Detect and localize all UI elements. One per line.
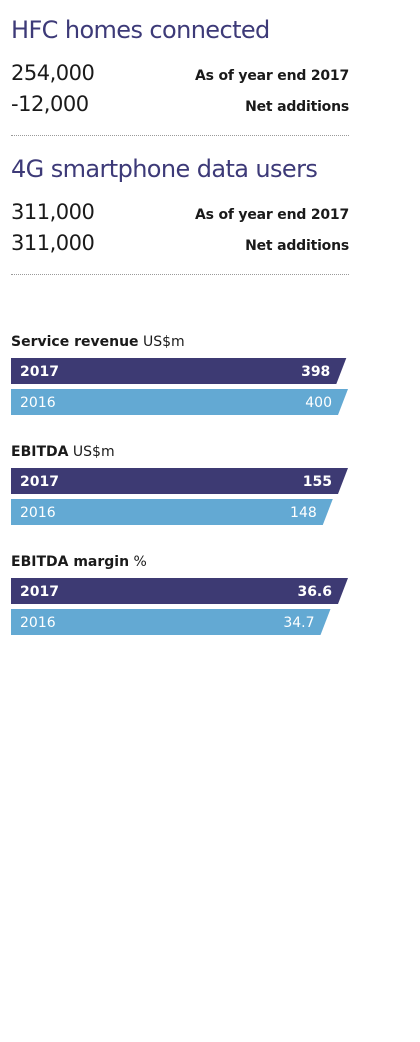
category-label: 2016 [20, 395, 56, 411]
value-label: 398 [301, 364, 330, 380]
chart-title-text: Service revenue [11, 334, 139, 350]
kpi-value: 311,000 [11, 231, 95, 255]
bar-chart: 2017 398 2016 400 [11, 358, 348, 415]
kpi-value: 311,000 [11, 200, 95, 224]
bar-2016 [11, 499, 333, 525]
bar-2017 [11, 468, 348, 494]
chart-title-text: EBITDA [11, 444, 69, 460]
value-label: 148 [290, 505, 317, 521]
category-label: 2017 [20, 474, 59, 490]
bar-chart: 2017 36.6 2016 34.7 [11, 578, 348, 635]
kpi-row: 311,000 As of year end 2017 [11, 200, 349, 231]
kpi-title: 4G smartphone data users [11, 155, 318, 183]
category-label: 2016 [20, 505, 56, 521]
chart-title: EBITDA margin % [11, 553, 349, 571]
category-label: 2017 [20, 364, 59, 380]
value-label: 155 [303, 474, 332, 490]
kpi-label: As of year end 2017 [195, 207, 349, 223]
kpi-label: Net additions [245, 99, 349, 115]
bar-2017 [11, 358, 347, 384]
kpi-block-hfc: HFC homes connected 254,000 As of year e… [11, 15, 349, 123]
category-label: 2016 [20, 615, 56, 631]
chart-unit: % [133, 554, 147, 570]
kpi-row: 254,000 As of year end 2017 [11, 61, 349, 92]
chart-unit: US$m [142, 334, 185, 350]
kpi-value: 254,000 [11, 61, 95, 85]
chart-ebitda: EBITDA US$m 2017 155 2016 148 [11, 443, 349, 528]
kpi-row: 311,000 Net additions [11, 231, 349, 262]
divider [11, 135, 349, 136]
bar-2016 [11, 609, 331, 635]
bar-chart: 2017 155 2016 148 [11, 468, 348, 525]
value-label: 34.7 [283, 615, 314, 631]
value-label: 36.6 [297, 584, 332, 600]
divider [11, 274, 349, 275]
chart-title: EBITDA US$m [11, 443, 349, 461]
chart-title-text: EBITDA margin [11, 554, 130, 570]
chart-service-revenue: Service revenue US$m 2017 398 2016 400 [11, 333, 349, 418]
value-label: 400 [305, 395, 332, 411]
chart-unit: US$m [72, 444, 115, 460]
chart-title: Service revenue US$m [11, 333, 349, 351]
category-label: 2017 [20, 584, 59, 600]
kpi-label: Net additions [245, 238, 349, 254]
kpi-block-4g: 4G smartphone data users 311,000 As of y… [11, 154, 349, 262]
kpi-label: As of year end 2017 [195, 68, 349, 84]
chart-ebitda-margin: EBITDA margin % 2017 36.6 2016 34.7 [11, 553, 349, 638]
kpi-value: -12,000 [11, 92, 89, 116]
kpi-title: HFC homes connected [11, 16, 270, 44]
kpi-row: -12,000 Net additions [11, 92, 349, 123]
bar-2017 [11, 578, 348, 604]
bar-2016 [11, 389, 348, 415]
